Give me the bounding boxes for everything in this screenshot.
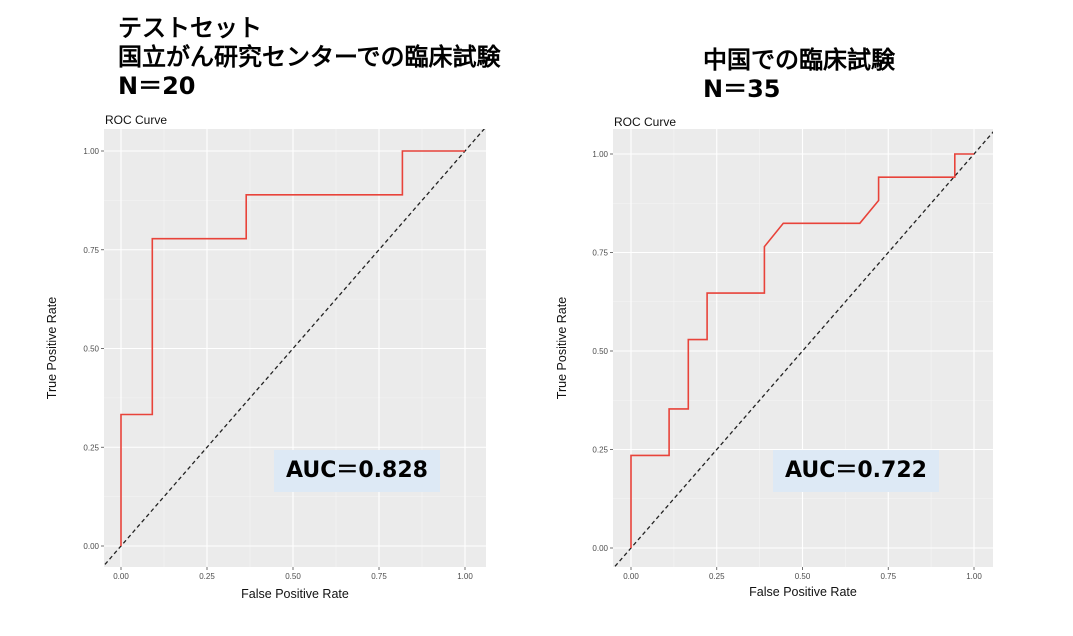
y-tick-label: 1.00: [83, 147, 99, 156]
x-tick-label: 0.25: [199, 572, 215, 581]
left-heading-line-2: 国立がん研究センターでの臨床試験: [118, 43, 501, 71]
y-axis-title: True Positive Rate: [555, 297, 569, 399]
plot-title: ROC Curve: [614, 115, 676, 129]
y-tick-label: 0.75: [592, 249, 608, 258]
right-heading: 中国での臨床試験 N＝35: [703, 46, 895, 104]
auc-label-right: AUC＝0.722: [773, 450, 939, 492]
left-heading: テストセット 国立がん研究センターでの臨床試験 N＝20: [118, 14, 501, 101]
roc-chart-right-group: 0.00 0.25 0.50 0.75 1.00 0.00 0.25 0.50 0.75 1.00…: [555, 115, 993, 599]
left-heading-line-1: テストセット: [118, 14, 262, 42]
y-tick-label: 1.00: [592, 150, 608, 159]
left-heading-line-3: N＝20: [118, 72, 196, 100]
y-tick-label: 0.25: [83, 443, 99, 452]
right-heading-line-1: 中国での臨床試験: [703, 46, 895, 74]
y-tick-label: 0.50: [592, 347, 608, 356]
x-tick-label: 0.00: [113, 572, 129, 581]
x-tick-label: 0.00: [623, 572, 639, 581]
roc-curve-line: [630, 153, 974, 548]
plot-title: ROC Curve: [105, 113, 167, 127]
roc-curve-line: [120, 150, 465, 546]
x-tick-label: 0.75: [880, 572, 896, 581]
auc-label-left: AUC＝0.828: [274, 450, 440, 492]
right-heading-line-2: N＝35: [703, 75, 781, 103]
x-tick-label: 0.50: [795, 572, 811, 581]
y-tick-label: 0.25: [592, 446, 608, 455]
x-tick-label: 0.75: [371, 572, 387, 581]
x-tick-label: 0.25: [709, 572, 725, 581]
x-tick-label: 1.00: [457, 572, 473, 581]
x-tick-label: 1.00: [966, 572, 982, 581]
y-tick-label: 0.00: [592, 544, 608, 553]
y-tick-label: 0.50: [83, 345, 99, 354]
y-axis-title: True Positive Rate: [45, 297, 59, 399]
roc-chart-left-group: 0.00 0.25 0.50 0.75 1.00 0.00 0.25 0.50 0.75 1.00…: [45, 113, 486, 601]
x-axis-title: False Positive Rate: [241, 587, 349, 601]
x-axis-title: False Positive Rate: [749, 585, 857, 599]
y-tick-label: 0.75: [83, 246, 99, 255]
x-tick-label: 0.50: [285, 572, 301, 581]
y-tick-label: 0.00: [83, 542, 99, 551]
